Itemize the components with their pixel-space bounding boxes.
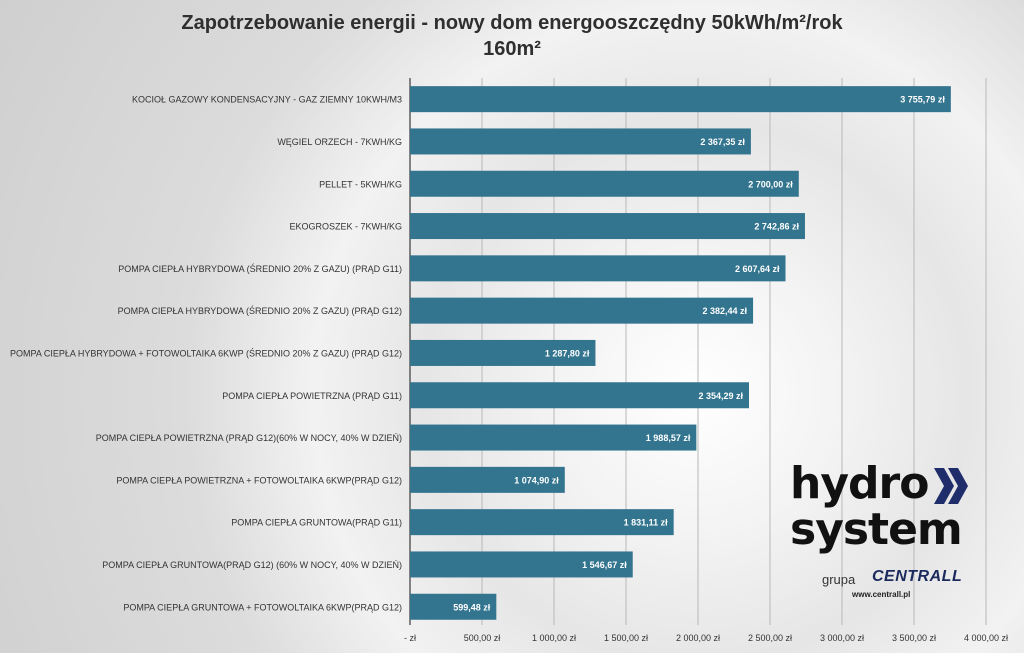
category-label: POMPA CIEPŁA POWIETRZNA (PRĄD G11) xyxy=(222,391,402,401)
chart-title: Zapotrzebowanie energii - nowy dom energ… xyxy=(0,10,1024,62)
bar-value-label: 1 546,67 zł xyxy=(582,560,627,570)
bar xyxy=(410,424,697,451)
category-label: KOCIOŁ GAZOWY KONDENSACYJNY - GAZ ZIEMNY… xyxy=(132,95,402,105)
category-label: POMPA CIEPŁA POWIETRZNA (PRĄD G12)(60% W… xyxy=(96,433,402,443)
bar-value-label: 2 607,64 zł xyxy=(735,264,780,274)
bar-value-label: 599,48 zł xyxy=(453,602,491,612)
bar-value-label: 1 988,57 zł xyxy=(646,433,691,443)
hydro-system-logo: hydro system grupa CENTRALL www.centrall… xyxy=(790,462,980,612)
category-label: POMPA CIEPŁA GRUNTOWA(PRĄD G12) (60% W N… xyxy=(102,560,402,570)
x-tick-label: 3 500,00 zł xyxy=(892,633,936,643)
category-label: EKOGROSZEK - 7KWH/KG xyxy=(289,222,402,232)
bar xyxy=(410,339,596,366)
double-chevron-right-icon xyxy=(934,468,968,504)
chart-title-line2: 160m² xyxy=(483,38,541,60)
bar xyxy=(410,509,674,536)
category-label: WĘGIEL ORZECH - 7KWH/KG xyxy=(277,137,402,147)
category-label: POMPA CIEPŁA GRUNTOWA(PRĄD G11) xyxy=(231,518,402,528)
bar-value-label: 1 074,90 zł xyxy=(514,475,559,485)
category-label: POMPA CIEPŁA GRUNTOWA + FOTOWOLTAIKA 6KW… xyxy=(123,602,402,612)
category-label: POMPA CIEPŁA HYBRYDOWA + FOTOWOLTAIKA 6K… xyxy=(10,347,402,358)
bar-value-label: 1 287,80 zł xyxy=(545,348,590,358)
logo-word-system: system xyxy=(790,504,963,555)
logo-centrall-brand: CENTRALL xyxy=(872,568,963,585)
chart-title-line1: Zapotrzebowanie energii - nowy dom energ… xyxy=(181,12,843,34)
x-tick-label: - zł xyxy=(404,633,416,643)
category-label: PELLET - 5KWH/KG xyxy=(319,179,402,189)
bar xyxy=(410,382,750,409)
x-tick-label: 1 000,00 zł xyxy=(532,633,576,643)
bar xyxy=(410,213,805,240)
category-label: POMPA CIEPŁA HYBRYDOWA (ŚREDNIO 20% Z GA… xyxy=(118,305,402,316)
category-label: POMPA CIEPŁA HYBRYDOWA (ŚREDNIO 20% Z GA… xyxy=(118,263,402,274)
bar xyxy=(410,255,786,282)
x-tick-label: 2 500,00 zł xyxy=(748,633,792,643)
bar xyxy=(410,551,633,578)
bar xyxy=(410,593,497,620)
bar-value-label: 2 700,00 zł xyxy=(748,179,793,189)
bar-value-label: 2 382,44 zł xyxy=(703,306,748,316)
logo-url: www.centrall.pl xyxy=(852,590,911,599)
logo-word-hydro: hydro xyxy=(790,458,929,509)
x-tick-label: 500,00 zł xyxy=(464,633,501,643)
bar xyxy=(410,128,751,155)
bar xyxy=(410,466,565,493)
bar-value-label: 1 831,11 zł xyxy=(624,518,669,528)
bar xyxy=(410,170,799,197)
x-tick-label: 2 000,00 zł xyxy=(676,633,720,643)
bar-value-label: 2 367,35 zł xyxy=(700,137,745,147)
x-tick-label: 1 500,00 zł xyxy=(604,633,648,643)
bar xyxy=(410,86,951,113)
logo-grupa-label: grupa xyxy=(822,572,856,587)
bar-value-label: 2 354,29 zł xyxy=(698,391,743,401)
x-tick-label: 3 000,00 zł xyxy=(820,633,864,643)
bar-value-label: 2 742,86 zł xyxy=(754,222,799,232)
category-label: POMPA CIEPŁA POWIETRZNA + FOTOWOLTAIKA 6… xyxy=(116,475,402,485)
x-tick-label: 4 000,00 zł xyxy=(964,633,1008,643)
bar xyxy=(410,297,754,324)
bar-value-label: 3 755,79 zł xyxy=(900,95,945,105)
